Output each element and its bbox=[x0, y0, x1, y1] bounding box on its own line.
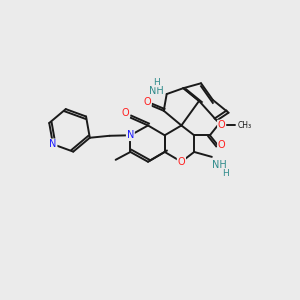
Text: N: N bbox=[49, 139, 57, 149]
Text: NH: NH bbox=[212, 160, 227, 170]
Text: CH₃: CH₃ bbox=[237, 121, 251, 130]
Text: O: O bbox=[218, 140, 226, 150]
Text: H: H bbox=[222, 169, 229, 178]
Text: O: O bbox=[122, 108, 129, 118]
Text: H: H bbox=[154, 78, 160, 87]
Text: NH: NH bbox=[149, 86, 164, 96]
Text: O: O bbox=[143, 97, 151, 107]
Text: O: O bbox=[178, 157, 185, 167]
Text: O: O bbox=[218, 121, 226, 130]
Text: N: N bbox=[127, 130, 134, 140]
